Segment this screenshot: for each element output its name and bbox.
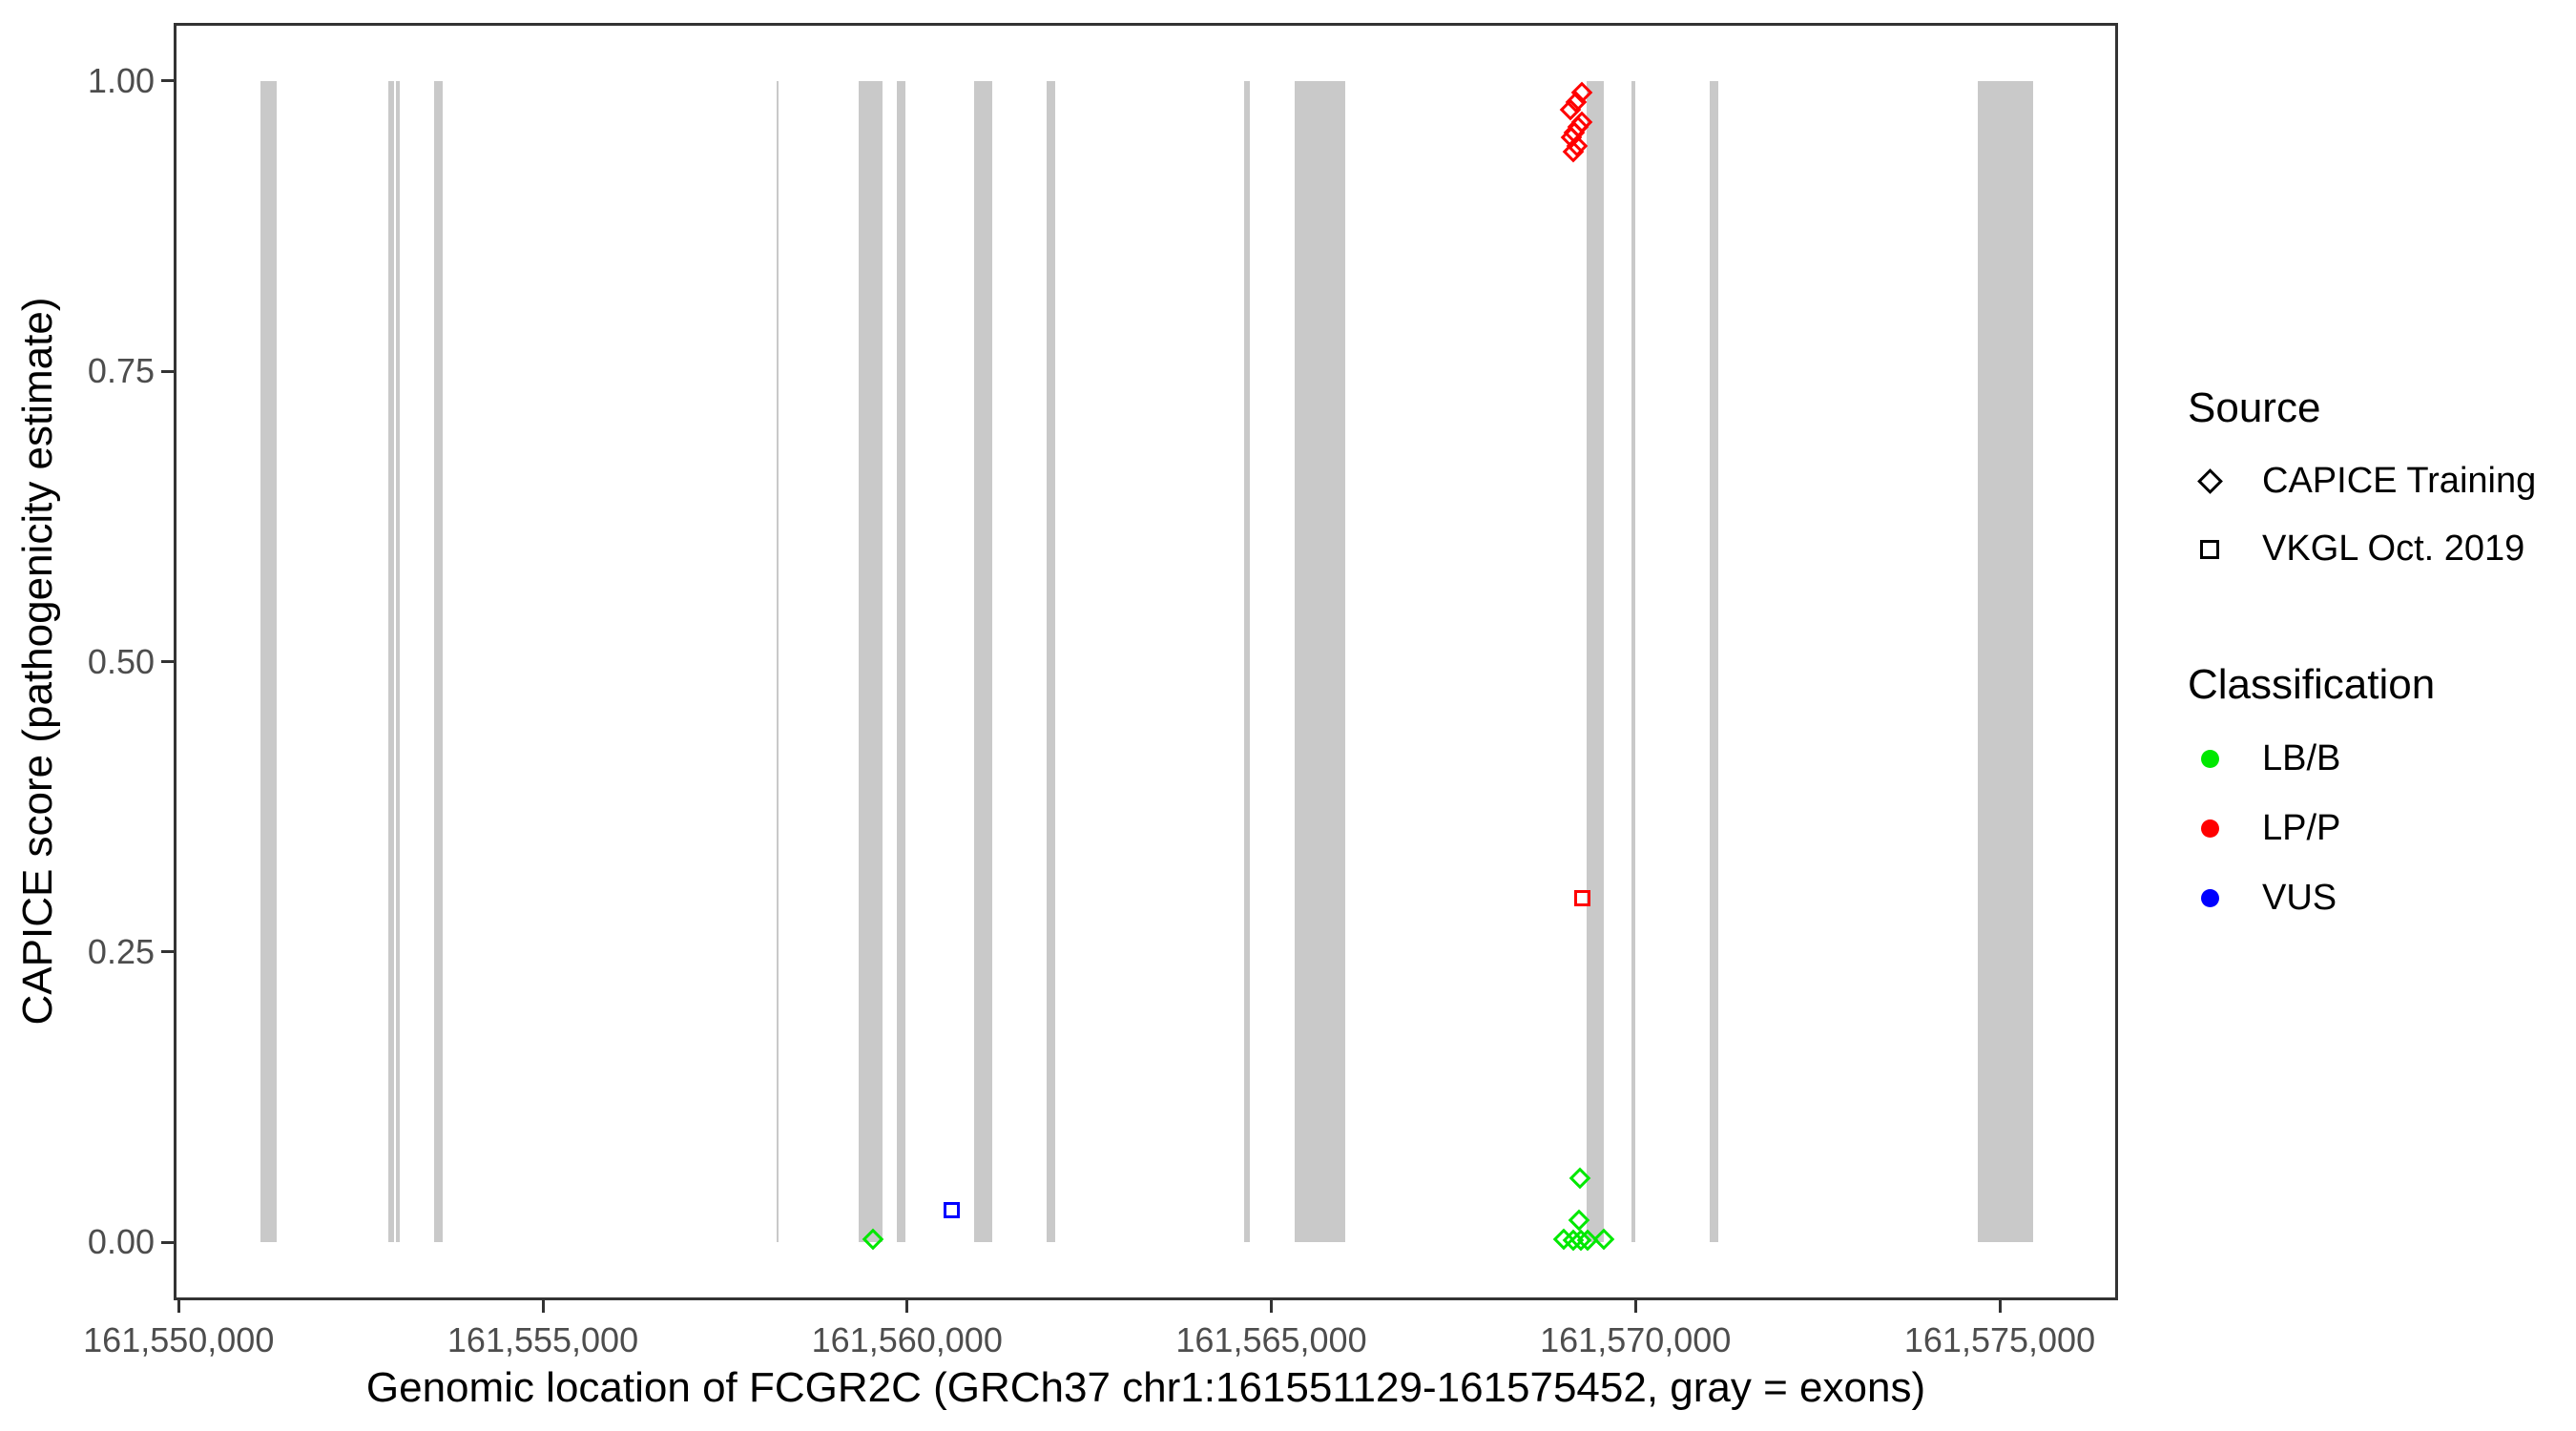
- exon-bar: [260, 80, 278, 1243]
- x-tick-mark: [177, 1300, 180, 1313]
- color-dot-icon: [2188, 889, 2232, 907]
- x-tick-label: 161,560,000: [811, 1320, 1003, 1359]
- legend-item-square: VKGL Oct. 2019: [2188, 515, 2536, 583]
- legend-item-diamond: CAPICE Training: [2188, 447, 2536, 515]
- x-tick-mark: [905, 1300, 909, 1313]
- plot-panel: [174, 23, 2118, 1300]
- exon-bar: [433, 80, 443, 1243]
- exon-bar: [387, 80, 394, 1243]
- y-tick-mark: [161, 369, 174, 373]
- legend-classification-items: LB/B LP/P VUS: [2188, 724, 2435, 933]
- y-tick-label: 0.25: [87, 931, 155, 971]
- x-tick-mark: [1998, 1300, 2002, 1313]
- legend-item-label: CAPICE Training: [2262, 461, 2537, 501]
- y-tick-label: 0.00: [87, 1222, 155, 1262]
- dot-glyph: [2200, 889, 2219, 907]
- legend-item-vus: VUS: [2188, 863, 2435, 933]
- y-axis-title: CAPICE score (pathogenicity estimate): [14, 297, 61, 1026]
- y-tick-label: 0.50: [87, 641, 155, 681]
- y-tick-mark: [161, 950, 174, 954]
- x-tick-mark: [1633, 1300, 1637, 1313]
- legend-item-lpp: LP/P: [2188, 794, 2435, 863]
- legend-source-items: CAPICE Training VKGL Oct. 2019: [2188, 447, 2536, 583]
- x-tick-label: 161,570,000: [1540, 1320, 1732, 1359]
- legend-source: Source CAPICE Training VKGL Oct. 2019: [2188, 384, 2536, 583]
- legend-item-lbb: LB/B: [2188, 724, 2435, 794]
- exon-bar: [974, 80, 992, 1243]
- exon-bar: [1295, 80, 1346, 1243]
- y-tick-mark: [161, 1240, 174, 1244]
- y-tick-label: 1.00: [87, 60, 155, 100]
- legend-item-label: LB/B: [2262, 738, 2341, 778]
- exon-bar: [1586, 80, 1604, 1243]
- color-dot-icon: [2188, 819, 2232, 838]
- x-tick-label: 161,565,000: [1175, 1320, 1367, 1359]
- square-glyph: [2200, 539, 2219, 559]
- data-point-square: [943, 1202, 960, 1219]
- exon-bar: [897, 80, 906, 1243]
- x-axis-title: Genomic location of FCGR2C (GRCh37 chr1:…: [365, 1364, 1926, 1411]
- exon-bar: [859, 80, 883, 1243]
- y-tick-label: 0.75: [87, 351, 155, 391]
- legend-classification: Classification LB/B LP/P VUS: [2188, 661, 2435, 933]
- dot-glyph: [2200, 819, 2219, 838]
- exon-bar: [1977, 80, 2033, 1243]
- y-tick-mark: [161, 79, 174, 83]
- x-tick-label: 161,575,000: [1903, 1320, 2096, 1359]
- exon-bar: [396, 80, 400, 1243]
- exon-bar: [776, 80, 779, 1243]
- data-point-square: [1573, 889, 1590, 906]
- color-dot-icon: [2188, 750, 2232, 768]
- diamond-glyph: [2196, 468, 2223, 494]
- legend-classification-title: Classification: [2188, 661, 2436, 708]
- x-tick-mark: [1270, 1300, 1273, 1313]
- legend-source-title: Source: [2188, 384, 2321, 431]
- square-icon: [2188, 539, 2232, 559]
- exon-bar: [1243, 80, 1250, 1243]
- x-tick-label: 161,555,000: [447, 1320, 639, 1359]
- dot-glyph: [2200, 750, 2219, 768]
- x-tick-label: 161,550,000: [83, 1320, 275, 1359]
- diamond-icon: [2188, 468, 2232, 494]
- legend-item-label: LP/P: [2262, 808, 2341, 848]
- y-tick-mark: [161, 660, 174, 663]
- exon-bar: [1631, 80, 1635, 1243]
- legend-item-label: VKGL Oct. 2019: [2262, 529, 2525, 569]
- exon-bar: [1046, 80, 1055, 1243]
- x-tick-mark: [541, 1300, 545, 1313]
- exon-bar: [1710, 80, 1718, 1243]
- legend-item-label: VUS: [2262, 878, 2337, 918]
